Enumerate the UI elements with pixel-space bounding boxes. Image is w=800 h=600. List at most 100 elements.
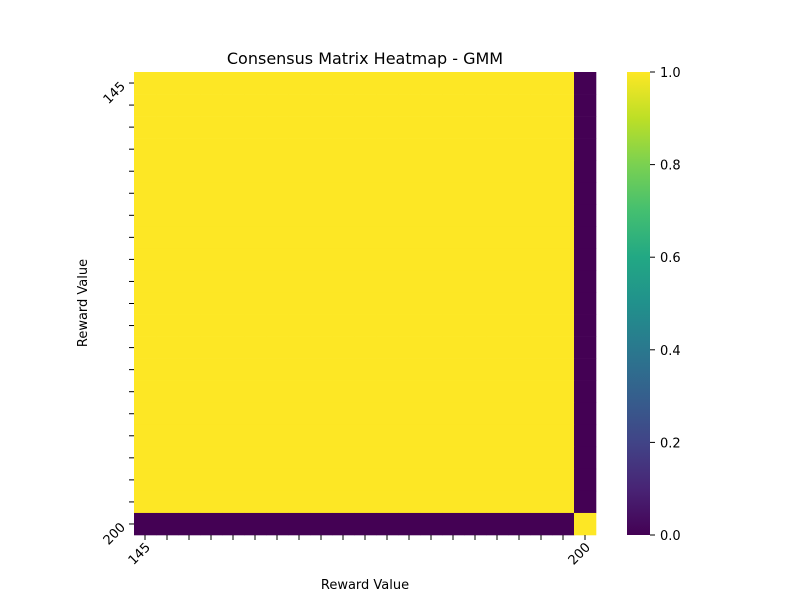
heatmap-cell xyxy=(134,358,157,381)
heatmap-cell xyxy=(552,226,575,249)
heatmap-cell xyxy=(354,336,377,359)
heatmap-cell xyxy=(486,182,509,205)
heatmap-cell xyxy=(464,226,487,249)
heatmap-cell xyxy=(442,138,465,161)
heatmap-cell xyxy=(354,248,377,271)
heatmap-cell xyxy=(200,468,223,492)
heatmap-cell xyxy=(288,116,311,139)
heatmap-cell xyxy=(222,490,245,514)
heatmap-cell xyxy=(376,182,399,205)
heatmap-cell xyxy=(486,358,509,381)
heatmap-cell xyxy=(310,292,333,315)
heatmap-cell xyxy=(354,204,377,227)
heatmap-cell xyxy=(552,292,575,315)
heatmap-cell xyxy=(200,490,223,514)
heatmap-cell xyxy=(266,138,289,161)
chart-title: Consensus Matrix Heatmap - GMM xyxy=(227,49,503,68)
heatmap-cell xyxy=(310,446,333,470)
heatmap-cell xyxy=(156,72,179,95)
heatmap-cell xyxy=(222,94,245,117)
heatmap-cell xyxy=(486,270,509,293)
heatmap-cell xyxy=(376,270,399,293)
heatmap-cell xyxy=(354,270,377,293)
heatmap-cell xyxy=(442,116,465,139)
heatmap-cell xyxy=(530,226,553,249)
heatmap-cell xyxy=(574,270,597,293)
heatmap-cell xyxy=(200,336,223,359)
heatmap-cell xyxy=(244,424,267,448)
heatmap-cell xyxy=(222,512,245,536)
heatmap-cell xyxy=(288,336,311,359)
heatmap-cell xyxy=(222,160,245,183)
heatmap-cell xyxy=(200,138,223,161)
heatmap-cell xyxy=(530,358,553,381)
heatmap-cell xyxy=(200,204,223,227)
heatmap-cell xyxy=(178,160,201,183)
heatmap-cell xyxy=(200,160,223,183)
heatmap-cell xyxy=(244,292,267,315)
heatmap-cell xyxy=(200,226,223,249)
heatmap-cell xyxy=(354,138,377,161)
heatmap-cell xyxy=(222,182,245,205)
heatmap-cell xyxy=(530,292,553,315)
heatmap-cell xyxy=(464,292,487,315)
heatmap-cell xyxy=(288,248,311,271)
heatmap-cell xyxy=(464,314,487,337)
heatmap-cell xyxy=(486,446,509,470)
heatmap-cell xyxy=(398,72,421,95)
heatmap-cell xyxy=(200,292,223,315)
heatmap-cell xyxy=(530,424,553,448)
heatmap-cell xyxy=(398,358,421,381)
heatmap-cell xyxy=(134,292,157,315)
heatmap-cell xyxy=(354,380,377,404)
heatmap-cell xyxy=(508,468,531,492)
heatmap-cell xyxy=(574,490,597,514)
heatmap-cell xyxy=(530,72,553,95)
heatmap-cell xyxy=(442,446,465,470)
heatmap-cell xyxy=(244,72,267,95)
heatmap-cell xyxy=(266,182,289,205)
heatmap-cell xyxy=(464,204,487,227)
heatmap-cell xyxy=(134,160,157,183)
heatmap-cell xyxy=(574,94,597,117)
heatmap-cell xyxy=(464,72,487,95)
heatmap-cell xyxy=(244,380,267,404)
heatmap-cell xyxy=(354,490,377,514)
heatmap-cell xyxy=(376,292,399,315)
heatmap-cell xyxy=(376,446,399,470)
heatmap-cell xyxy=(420,446,443,470)
heatmap-cell xyxy=(134,424,157,448)
heatmap-cell xyxy=(530,380,553,404)
heatmap-cell xyxy=(376,94,399,117)
heatmap-cell xyxy=(310,226,333,249)
heatmap-cell xyxy=(376,490,399,514)
heatmap-cell xyxy=(464,490,487,514)
heatmap-cell xyxy=(244,138,267,161)
heatmap-cell xyxy=(178,314,201,337)
heatmap-cell xyxy=(574,314,597,337)
heatmap-cell xyxy=(552,446,575,470)
heatmap-cell xyxy=(530,402,553,426)
heatmap-cell xyxy=(134,226,157,249)
heatmap-cell xyxy=(222,424,245,448)
heatmap-cell xyxy=(420,314,443,337)
heatmap-cell xyxy=(244,358,267,381)
heatmap-cell xyxy=(244,446,267,470)
heatmap-cell xyxy=(332,248,355,271)
heatmap-cell xyxy=(134,248,157,271)
heatmap-cell xyxy=(552,380,575,404)
colorbar-tick-label: 0.0 xyxy=(660,529,681,544)
heatmap-cell xyxy=(420,380,443,404)
heatmap-cell xyxy=(310,270,333,293)
heatmap-cell xyxy=(574,226,597,249)
heatmap-cell xyxy=(178,138,201,161)
heatmap-cell xyxy=(354,160,377,183)
heatmap-cell xyxy=(464,402,487,426)
heatmap-cell xyxy=(134,446,157,470)
heatmap-cell xyxy=(222,138,245,161)
heatmap-cell xyxy=(222,314,245,337)
heatmap-cell xyxy=(574,468,597,492)
heatmap-cell xyxy=(178,248,201,271)
heatmap-cell xyxy=(310,116,333,139)
heatmap-cell xyxy=(508,380,531,404)
